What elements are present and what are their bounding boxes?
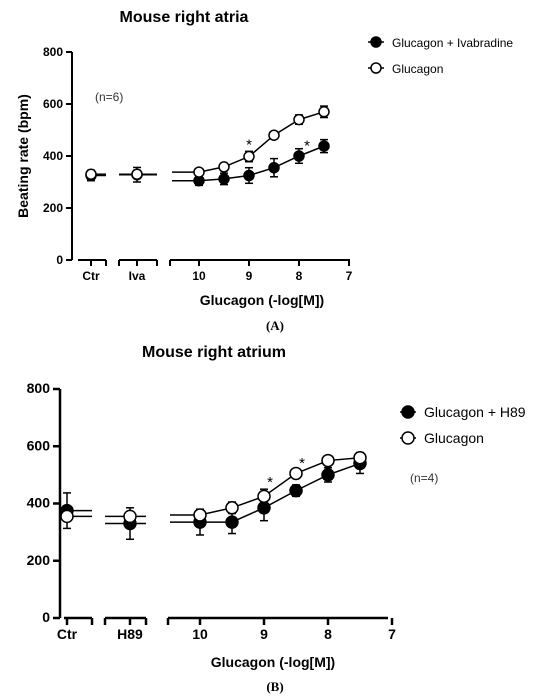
y-tick-label: 600 — [43, 97, 63, 111]
data-point — [289, 483, 303, 498]
data-point — [123, 509, 137, 524]
legend-marker — [370, 62, 382, 74]
y-tick-label: 200 — [27, 552, 51, 568]
chart-title: Mouse right atrium — [142, 344, 286, 361]
legend-marker — [401, 405, 415, 419]
data-point — [243, 150, 255, 163]
series-open — [85, 105, 330, 180]
data-point — [60, 509, 74, 524]
data-point — [193, 508, 207, 522]
chart-title: Mouse right atria — [120, 9, 249, 26]
data-point — [289, 466, 303, 481]
panel-label: (B) — [266, 679, 283, 694]
x-tick-label: 9 — [246, 269, 253, 283]
series-open — [60, 450, 367, 524]
data-point — [353, 450, 367, 465]
y-tick-label: 0 — [56, 253, 63, 267]
y-tick-label: 200 — [43, 201, 63, 215]
x-tick-label: 10 — [192, 269, 206, 283]
data-point — [318, 140, 330, 152]
y-tick-label: 400 — [43, 149, 63, 163]
data-point — [225, 501, 239, 515]
data-point — [268, 129, 280, 141]
significance-star: * — [304, 138, 310, 155]
x-category-label: H89 — [117, 626, 143, 642]
x-tick-label: 8 — [324, 626, 332, 642]
legend-label: Glucagon — [392, 62, 443, 76]
y-axis-label: Beating rate (bpm) — [15, 94, 31, 218]
y-tick-label: 800 — [43, 45, 63, 59]
sample-size-label: (n=6) — [95, 90, 123, 104]
significance-star: * — [246, 136, 252, 153]
legend-marker — [401, 431, 415, 445]
series-filled — [85, 138, 330, 187]
x-axis-label: Glucagon (-log[M]) — [200, 292, 324, 308]
data-point — [321, 468, 335, 482]
data-point — [193, 166, 205, 178]
panel-b: Mouse right atrium 0 200 400 600 800 Ctr H89 10 9… — [27, 344, 526, 694]
data-point — [321, 453, 335, 468]
data-point — [218, 161, 230, 173]
series-filled — [60, 452, 367, 541]
x-category-label: Ctr — [82, 269, 100, 283]
x-tick-label: 8 — [296, 269, 303, 283]
legend-label: Glucagon + H89 — [424, 404, 526, 420]
significance-star: * — [299, 455, 305, 472]
data-point — [293, 150, 305, 162]
data-point — [225, 515, 239, 529]
data-point — [131, 168, 143, 180]
legend-label: Glucagon + Ivabradine — [392, 36, 513, 50]
panel-label: (A) — [266, 318, 284, 333]
y-tick-label: 600 — [27, 437, 51, 453]
x-tick-label: 10 — [192, 626, 208, 642]
legend-marker — [370, 36, 382, 48]
data-point — [318, 106, 330, 118]
x-tick-label: 7 — [346, 269, 353, 283]
x-tick-label: 7 — [388, 626, 396, 642]
data-point — [243, 169, 255, 182]
y-tick-label: 400 — [27, 495, 51, 511]
data-point — [257, 489, 271, 504]
significance-star: * — [267, 474, 273, 491]
y-tick-label: 0 — [42, 609, 50, 625]
x-category-label: Ctr — [57, 626, 78, 642]
data-point — [293, 113, 305, 126]
data-point — [85, 168, 97, 180]
legend-label: Glucagon — [424, 430, 484, 446]
x-tick-label: 9 — [260, 626, 268, 642]
x-category-label: Iva — [129, 269, 146, 283]
x-axis-label: Glucagon (-log[M]) — [211, 654, 335, 670]
y-tick-label: 800 — [27, 380, 51, 396]
sample-size-label: (n=4) — [410, 471, 438, 485]
panel-a: Mouse right atria 0 200 400 600 800 Beating ra… — [15, 9, 513, 333]
data-point — [268, 161, 280, 174]
data-point — [218, 173, 230, 185]
